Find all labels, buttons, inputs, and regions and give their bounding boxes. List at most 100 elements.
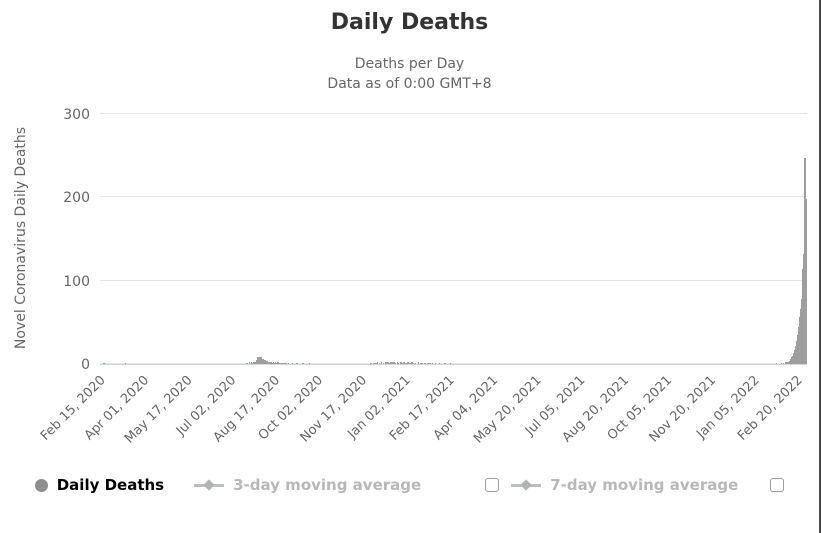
bar bbox=[424, 363, 426, 364]
bar bbox=[274, 362, 277, 364]
y-tick-label-100: 100 bbox=[63, 273, 90, 290]
bar bbox=[799, 309, 802, 364]
legend-item-7-day-moving-average[interactable]: 7-day moving average bbox=[511, 476, 738, 494]
bar bbox=[263, 360, 265, 364]
legend-label: 7-day moving average bbox=[550, 476, 739, 494]
legend-checkbox-3-day-moving-average[interactable] bbox=[485, 478, 500, 492]
bar bbox=[385, 361, 387, 364]
marker-diamond bbox=[203, 479, 215, 491]
legend-checkbox-7-day-moving-average[interactable] bbox=[770, 478, 785, 492]
bar bbox=[390, 362, 392, 364]
bar bbox=[409, 363, 411, 364]
bar bbox=[782, 363, 785, 364]
bar bbox=[803, 254, 805, 364]
bar bbox=[257, 356, 260, 364]
bar bbox=[278, 363, 280, 364]
bar bbox=[253, 362, 256, 364]
bar bbox=[266, 360, 268, 364]
chart-subtitle-line2: Data as of 0:00 GMT+8 bbox=[327, 76, 492, 92]
bar bbox=[258, 359, 260, 364]
y-tick-label-300: 300 bbox=[63, 107, 90, 123]
bar bbox=[255, 359, 258, 364]
bar bbox=[801, 294, 803, 364]
gridline-y-300 bbox=[100, 113, 807, 114]
bar bbox=[264, 359, 266, 364]
bar bbox=[269, 362, 272, 364]
bar bbox=[792, 355, 794, 364]
bar bbox=[370, 363, 372, 364]
bar bbox=[405, 363, 407, 364]
bar bbox=[399, 362, 402, 364]
bar bbox=[266, 362, 269, 364]
bar bbox=[271, 363, 274, 364]
bar bbox=[287, 363, 290, 364]
bar bbox=[393, 361, 396, 364]
bar bbox=[797, 326, 800, 364]
bar bbox=[248, 362, 251, 364]
bar bbox=[272, 362, 275, 364]
bar bbox=[419, 363, 422, 364]
bar bbox=[790, 359, 792, 364]
bar bbox=[281, 363, 283, 364]
legend-item-3-day-moving-average[interactable]: 3-day moving average bbox=[194, 476, 421, 494]
bar bbox=[414, 363, 417, 364]
series-diamond-line-marker-icon bbox=[511, 479, 542, 492]
bar bbox=[283, 363, 285, 364]
bar bbox=[285, 363, 287, 364]
bar bbox=[388, 363, 390, 364]
bar bbox=[246, 363, 248, 364]
y-tick-label-0: 0 bbox=[81, 357, 90, 373]
bar bbox=[400, 361, 403, 364]
bar bbox=[259, 357, 261, 364]
bar bbox=[800, 299, 803, 364]
bar bbox=[394, 363, 397, 364]
bar bbox=[270, 361, 273, 364]
chart-subtitle-line1: Deaths per Day bbox=[354, 56, 465, 72]
bar bbox=[780, 363, 783, 364]
bar bbox=[252, 362, 255, 364]
bar bbox=[775, 363, 778, 364]
bar bbox=[396, 362, 399, 364]
bar bbox=[792, 353, 795, 364]
bar bbox=[376, 362, 379, 364]
bar bbox=[401, 363, 404, 364]
bar bbox=[789, 360, 791, 364]
gridline-y-200 bbox=[100, 196, 807, 198]
bar bbox=[788, 362, 790, 364]
bar bbox=[438, 363, 441, 364]
bar bbox=[380, 362, 383, 364]
bar bbox=[254, 361, 257, 364]
bar bbox=[291, 363, 294, 364]
bar bbox=[276, 363, 278, 364]
bar bbox=[449, 363, 452, 364]
bar bbox=[103, 363, 105, 364]
bar bbox=[382, 363, 385, 364]
bar bbox=[273, 363, 276, 364]
bar bbox=[787, 361, 789, 364]
bar bbox=[256, 357, 259, 364]
chart-title: Daily Deaths bbox=[330, 10, 489, 35]
gridline-y-0 bbox=[100, 363, 807, 364]
gridline-y-100 bbox=[100, 279, 807, 281]
bar bbox=[421, 363, 423, 364]
bar bbox=[429, 363, 431, 364]
bar bbox=[427, 363, 429, 364]
bar bbox=[798, 317, 801, 364]
legend-label: 3-day moving average bbox=[233, 476, 422, 494]
bar bbox=[250, 362, 253, 364]
legend: Daily Deaths 3-day moving average 7-day mo… bbox=[0, 476, 819, 494]
bar bbox=[403, 362, 405, 364]
bar bbox=[261, 359, 263, 364]
y-axis-title: Novel Coronavirus Daily Deaths bbox=[13, 126, 29, 350]
bar bbox=[444, 363, 446, 364]
chart-subtitle: Deaths per Day Data as of 0:00 GMT+8 bbox=[0, 54, 819, 94]
bar bbox=[387, 362, 389, 364]
bar bbox=[431, 363, 434, 364]
marker-diamond bbox=[520, 479, 532, 491]
legend-item-daily-deaths[interactable]: Daily Deaths bbox=[34, 476, 164, 494]
bar bbox=[296, 363, 298, 364]
bar bbox=[265, 361, 267, 364]
bar bbox=[434, 363, 437, 364]
bar bbox=[796, 334, 799, 364]
